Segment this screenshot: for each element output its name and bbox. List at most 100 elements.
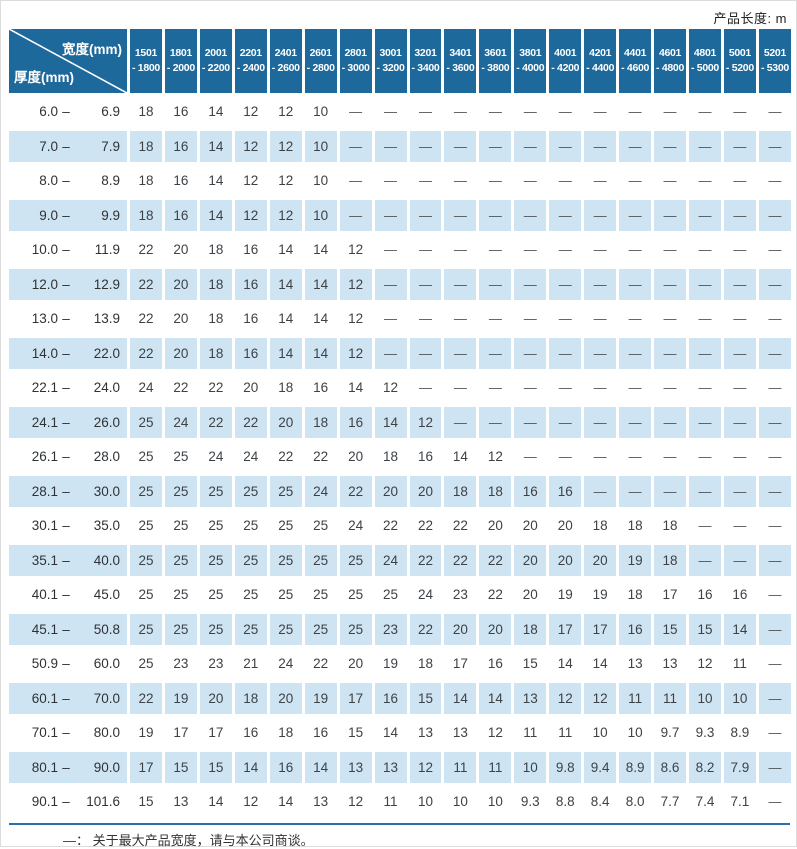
- table-cell: 18: [409, 648, 442, 680]
- table-cell: 20: [549, 510, 582, 542]
- table-row: 12.0–12.9 22 20 18 16 14 14 12— — — — — — — — — — — —: [9, 268, 791, 300]
- table-header: 宽度(mm) 厚度(mm) 1501- 1800 1801- 2000 2001- 22…: [9, 29, 791, 93]
- table-cell: 18: [584, 510, 617, 542]
- row-header: 26.1–28.0: [9, 441, 127, 473]
- table-cell: 25: [304, 613, 337, 645]
- table-cell: 24: [130, 372, 162, 404]
- table-cell: —: [444, 96, 477, 128]
- column-header: 1501- 1800: [130, 29, 162, 93]
- table-cell: —: [723, 510, 756, 542]
- table-cell: 11: [444, 751, 477, 783]
- table-cell: 14: [304, 234, 337, 266]
- table-cell: 18: [234, 682, 267, 714]
- table-cell: —: [619, 234, 652, 266]
- row-header: 10.0–11.9: [9, 234, 127, 266]
- table-cell: —: [479, 372, 512, 404]
- table-cell: 9.4: [584, 751, 617, 783]
- table-cell: —: [689, 303, 721, 335]
- table-cell: 20: [269, 406, 302, 438]
- table-cell: 9.7: [654, 717, 686, 749]
- table-row: 7.0–7.9 18 16 14 12 12 10— — — — — — — — — — — — —: [9, 130, 791, 162]
- table-cell: —: [689, 96, 721, 128]
- table-cell: —: [549, 199, 582, 231]
- table-cell: 16: [234, 268, 267, 300]
- table-cell: 12: [234, 96, 267, 128]
- table-cell: 25: [199, 579, 232, 611]
- table-cell: 14: [479, 682, 512, 714]
- table-cell: 12: [689, 648, 721, 680]
- table-cell: —: [758, 717, 791, 749]
- table-cell: —: [584, 475, 617, 507]
- table-cell: —: [758, 96, 791, 128]
- table-cell: —: [549, 96, 582, 128]
- table-cell: —: [619, 303, 652, 335]
- table-cell: 25: [164, 544, 197, 576]
- table-cell: —: [374, 234, 407, 266]
- table-cell: 17: [584, 613, 617, 645]
- table-cell: 18: [269, 372, 302, 404]
- table-cell: 24: [199, 441, 232, 473]
- table-cell: —: [549, 441, 582, 473]
- table-cell: 8.9: [619, 751, 652, 783]
- table-cell: 14: [304, 337, 337, 369]
- table-row: 10.0–11.9 22 20 18 16 14 14 12— — — — — — — — — — — —: [9, 234, 791, 266]
- table-cell: 15: [130, 786, 162, 818]
- table-cell: 25: [164, 475, 197, 507]
- table-cell: 20: [339, 648, 372, 680]
- table-cell: 16: [164, 165, 197, 197]
- table-cell: 11: [479, 751, 512, 783]
- table-cell: 25: [199, 613, 232, 645]
- table-cell: —: [654, 268, 686, 300]
- table-cell: 22: [374, 510, 407, 542]
- table-cell: 7.4: [689, 786, 721, 818]
- table-cell: 17: [654, 579, 686, 611]
- table-cell: 14: [584, 648, 617, 680]
- table-cell: 25: [304, 510, 337, 542]
- column-header: 1801- 2000: [164, 29, 197, 93]
- table-cell: 17: [164, 717, 197, 749]
- table-cell: —: [723, 303, 756, 335]
- table-cell: —: [689, 406, 721, 438]
- table-cell: 10: [409, 786, 442, 818]
- table-cell: 14: [269, 234, 302, 266]
- table-cell: —: [654, 199, 686, 231]
- table-cell: —: [619, 475, 652, 507]
- table-cell: 25: [339, 579, 372, 611]
- row-header: 9.0–9.9: [9, 199, 127, 231]
- table-cell: 10: [619, 717, 652, 749]
- table-cell: —: [444, 372, 477, 404]
- table-cell: 11: [549, 717, 582, 749]
- table-cell: 25: [130, 475, 162, 507]
- table-cell: 12: [479, 441, 512, 473]
- table-cell: 11: [374, 786, 407, 818]
- table-cell: 25: [234, 510, 267, 542]
- table-cell: —: [444, 303, 477, 335]
- table-cell: 11: [619, 682, 652, 714]
- table-cell: —: [689, 372, 721, 404]
- table-cell: —: [723, 165, 756, 197]
- table-cell: 10: [584, 717, 617, 749]
- table-row: 9.0–9.9 18 16 14 12 12 10— — — — — — — — — — — — —: [9, 199, 791, 231]
- table-cell: 16: [304, 372, 337, 404]
- table-cell: 15: [689, 613, 721, 645]
- table-cell: —: [374, 268, 407, 300]
- table-cell: 18: [654, 544, 686, 576]
- table-cell: —: [374, 199, 407, 231]
- table-cell: —: [723, 544, 756, 576]
- table-cell: —: [689, 234, 721, 266]
- table-cell: 7.9: [723, 751, 756, 783]
- table-cell: —: [409, 234, 442, 266]
- table-cell: 13: [514, 682, 547, 714]
- table-cell: —: [514, 199, 547, 231]
- table-cell: 14: [269, 303, 302, 335]
- table-cell: —: [479, 199, 512, 231]
- table-cell: 8.9: [723, 717, 756, 749]
- table-cell: 10: [689, 682, 721, 714]
- table-cell: 20: [514, 544, 547, 576]
- column-header: 2601- 2800: [304, 29, 337, 93]
- table-cell: —: [514, 96, 547, 128]
- table-cell: —: [654, 165, 686, 197]
- table-cell: —: [339, 130, 372, 162]
- table-cell: —: [758, 475, 791, 507]
